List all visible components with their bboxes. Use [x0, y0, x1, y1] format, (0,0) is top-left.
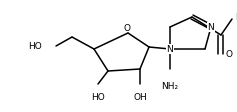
Text: N: N: [208, 23, 214, 32]
Text: HO: HO: [91, 92, 105, 101]
Text: NH₂: NH₂: [161, 81, 178, 90]
Text: OH: OH: [133, 92, 147, 101]
Text: O: O: [226, 50, 233, 59]
Text: N: N: [167, 45, 173, 54]
Text: O: O: [123, 24, 131, 33]
Text: NH₂: NH₂: [235, 13, 237, 22]
Text: HO: HO: [28, 42, 42, 51]
